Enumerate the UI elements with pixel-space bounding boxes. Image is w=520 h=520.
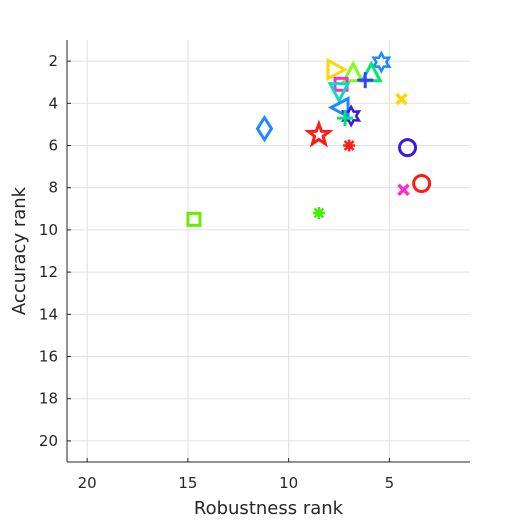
scatter-point	[255, 114, 274, 143]
y-tick-label: 10	[39, 221, 58, 239]
scatter-point	[371, 50, 392, 74]
scatter-point	[341, 104, 362, 128]
y-tick-label: 6	[48, 137, 58, 155]
scatter-point	[341, 60, 365, 83]
data-points	[186, 50, 432, 227]
tick-labels: 20 15 10 5 2 4 6 8 10 12 14 16 18 20	[39, 52, 394, 492]
axes	[66, 40, 470, 463]
scatter-point	[343, 139, 356, 152]
y-tick-label: 8	[48, 179, 58, 197]
scatter-point	[327, 96, 350, 120]
y-tick-label: 16	[39, 348, 58, 366]
scatter-point	[327, 82, 351, 104]
scatter-point	[398, 138, 418, 158]
x-tick-label: 20	[78, 474, 97, 492]
scatter-point	[312, 207, 325, 220]
y-tick-label: 4	[48, 94, 58, 112]
scatter-point	[397, 183, 410, 197]
scatter-point	[337, 110, 354, 127]
x-tick-label: 15	[178, 474, 197, 492]
scatter-point	[304, 119, 334, 148]
grid-lines	[67, 40, 470, 462]
scatter-point	[412, 173, 432, 193]
x-tick-label: 10	[279, 474, 298, 492]
y-tick-label: 20	[39, 432, 58, 450]
scatter-point	[395, 92, 408, 106]
y-tick-label: 14	[39, 305, 58, 323]
x-axis-title: Robustness rank	[194, 498, 344, 519]
y-tick-label: 12	[39, 263, 58, 281]
scatter-point	[186, 211, 202, 227]
scatter-point	[357, 72, 374, 89]
y-tick-label: 18	[39, 390, 58, 408]
scatter-point	[326, 58, 349, 82]
y-axis-title: Accuracy rank	[9, 186, 30, 315]
y-tick-label: 2	[48, 52, 58, 70]
x-tick-label: 5	[385, 474, 395, 492]
